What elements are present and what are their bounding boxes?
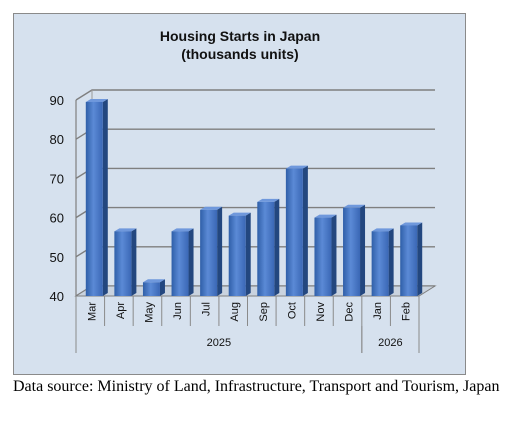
y-tick-label: 50 bbox=[50, 250, 64, 265]
bar bbox=[171, 228, 194, 296]
x-tick-label: Nov bbox=[315, 302, 327, 322]
bar bbox=[228, 212, 251, 296]
x-tick-label: Jan bbox=[372, 302, 384, 320]
y-tick-label: 90 bbox=[50, 93, 64, 108]
chart-subtitle: (thousands units) bbox=[181, 46, 298, 62]
gridline bbox=[75, 128, 435, 140]
bar bbox=[343, 204, 366, 296]
chart-title: Housing Starts in Japan bbox=[160, 28, 320, 44]
gridline bbox=[75, 167, 435, 179]
bar bbox=[400, 222, 423, 296]
x-tick-label: Feb bbox=[401, 302, 413, 321]
y-tick-label: 60 bbox=[50, 211, 64, 226]
x-tick-label: Apr bbox=[115, 302, 127, 319]
x-group-label: 2026 bbox=[378, 337, 402, 349]
bar bbox=[285, 165, 308, 296]
bar bbox=[85, 98, 108, 297]
x-tick-label: Jul bbox=[201, 302, 213, 316]
bar bbox=[114, 228, 137, 296]
x-axis-ticks: Mar Apr May Jun Jul Aug Sep Oct Nov Dec Jan Feb 2025… bbox=[75, 296, 420, 353]
bar bbox=[200, 206, 223, 296]
x-tick-label: Dec bbox=[344, 302, 356, 322]
bar bbox=[257, 198, 280, 296]
y-tick-label: 80 bbox=[50, 132, 64, 147]
x-tick-label: Oct bbox=[286, 302, 298, 319]
bar bbox=[314, 214, 337, 296]
bar bbox=[142, 279, 165, 296]
data-source-note: Data source: Ministry of Land, Infrastru… bbox=[13, 378, 500, 395]
gridline bbox=[75, 206, 435, 219]
x-tick-label: Jun bbox=[172, 302, 184, 320]
y-tick-label: 40 bbox=[50, 289, 64, 304]
x-group-label: 2025 bbox=[207, 337, 231, 349]
chart-frame: Housing Starts in Japan (thousands units… bbox=[13, 13, 466, 375]
y-axis-ticks: 40 50 60 70 80 90 bbox=[50, 93, 64, 304]
gridline bbox=[75, 89, 435, 101]
bars bbox=[85, 98, 423, 297]
x-tick-label: Aug bbox=[229, 302, 241, 322]
y-tick-label: 70 bbox=[50, 171, 64, 186]
x-tick-label: Sep bbox=[258, 302, 270, 322]
x-tick-label: May bbox=[143, 302, 155, 323]
bar bbox=[371, 228, 394, 296]
x-tick-label: Mar bbox=[86, 302, 98, 321]
housing-starts-chart: Housing Starts in Japan (thousands units… bbox=[50, 28, 437, 353]
